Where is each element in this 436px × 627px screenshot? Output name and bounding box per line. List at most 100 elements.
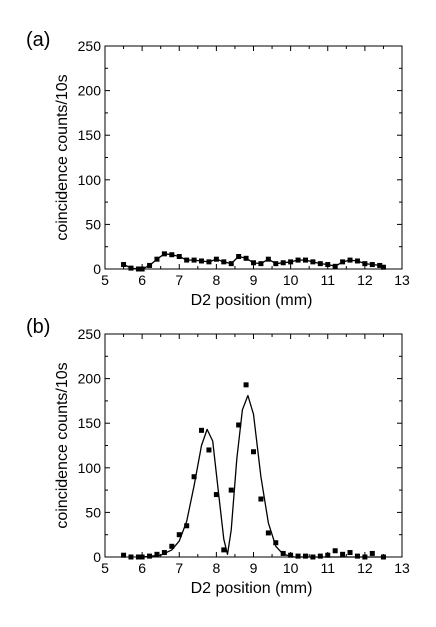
series-line	[142, 394, 384, 558]
data-point	[354, 258, 360, 264]
x-tick-label: 8	[212, 560, 220, 576]
x-tick-label: 13	[394, 560, 410, 576]
y-tick-label: 250	[78, 38, 102, 54]
x-tick-label: 13	[394, 272, 410, 288]
data-point	[265, 256, 271, 262]
x-tick-label: 11	[320, 560, 335, 576]
x-tick-label: 8	[212, 272, 220, 288]
data-point	[258, 261, 264, 267]
data-point	[325, 552, 331, 558]
data-point	[310, 259, 316, 265]
data-point	[128, 265, 134, 271]
data-point	[206, 447, 212, 453]
data-point	[380, 554, 386, 560]
chart-panel-b: 5 6 7 8 9 10 11 12 13 0 50 100 150 200 250 D2 position …	[26, 316, 410, 597]
x-tick-label: 7	[175, 560, 183, 576]
x-tick-label: 10	[283, 560, 299, 576]
data-point	[147, 262, 153, 268]
chart-panel-a: 5 6 7 8 9 10 11 12 13 0 50 100 150 200 250 D2 position …	[26, 29, 410, 309]
y-tick-label: 0	[93, 549, 101, 565]
data-point	[369, 262, 375, 268]
data-point	[325, 262, 331, 268]
data-point	[258, 496, 264, 502]
data-point	[213, 256, 219, 262]
data-point	[317, 261, 323, 267]
data-point	[228, 261, 234, 267]
data-point	[317, 553, 323, 559]
data-point	[135, 554, 141, 560]
data-point	[295, 553, 301, 559]
data-point	[206, 259, 212, 265]
data-point	[243, 382, 249, 388]
y-tick-label: 0	[93, 261, 101, 277]
data-point	[280, 260, 286, 266]
x-tick-label: 6	[138, 560, 146, 576]
data-point	[236, 422, 242, 428]
x-tick-label: 6	[138, 272, 146, 288]
y-axis-title: coincidence counts/10s	[54, 362, 71, 528]
data-point	[176, 532, 182, 538]
data-point	[377, 262, 383, 268]
data-point	[332, 548, 338, 554]
x-tick-label: 5	[101, 272, 109, 288]
y-tick-label: 150	[78, 415, 102, 431]
data-point	[184, 523, 190, 529]
data-point	[369, 550, 375, 556]
data-point	[169, 252, 175, 258]
x-tick-label: 12	[357, 560, 373, 576]
data-point	[154, 551, 160, 557]
data-point	[380, 264, 386, 270]
x-tick-label: 5	[101, 560, 109, 576]
plot-frame	[104, 45, 403, 270]
data-point	[221, 259, 227, 265]
data-point	[184, 257, 190, 263]
data-point	[154, 256, 160, 262]
data-point	[161, 251, 167, 257]
data-point	[273, 261, 279, 267]
data-point	[362, 261, 368, 267]
data-point	[176, 254, 182, 260]
x-tick-label: 12	[357, 272, 373, 288]
data-point	[139, 266, 145, 272]
data-point	[169, 543, 175, 549]
data-point	[273, 540, 279, 546]
data-point	[191, 474, 197, 480]
data-point	[121, 552, 127, 558]
data-point	[347, 550, 353, 556]
y-tick-label: 100	[78, 172, 102, 188]
data-point	[191, 257, 197, 263]
data-point	[135, 266, 141, 272]
y-tick-label: 50	[85, 216, 101, 232]
data-point	[228, 487, 234, 493]
data-point	[340, 551, 346, 557]
x-tick-label: 10	[283, 272, 299, 288]
x-tick-label: 7	[175, 272, 183, 288]
data-point	[199, 427, 205, 433]
y-tick-label: 50	[85, 504, 101, 520]
data-point	[302, 553, 308, 559]
x-axis-title: D2 position (mm)	[191, 580, 313, 597]
data-point	[295, 257, 301, 263]
data-point	[340, 259, 346, 265]
y-tick-label: 200	[78, 371, 102, 387]
data-point	[288, 259, 294, 265]
y-tick-label: 150	[78, 127, 102, 143]
plot-frame	[104, 333, 403, 558]
data-point	[251, 449, 256, 455]
data-point	[128, 554, 134, 560]
data-point	[243, 255, 249, 261]
data-point	[251, 260, 256, 266]
x-tick-label: 9	[250, 272, 258, 288]
panel-label: (b)	[26, 316, 50, 338]
panel-label: (a)	[26, 29, 50, 51]
y-tick-label: 200	[78, 83, 102, 99]
data-point	[265, 530, 271, 536]
x-axis-title: D2 position (mm)	[191, 292, 313, 309]
data-point	[161, 550, 167, 556]
data-point	[332, 263, 338, 269]
x-tick-label: 11	[320, 272, 335, 288]
data-point	[213, 492, 219, 498]
y-tick-label: 250	[78, 326, 102, 342]
y-tick-label: 100	[78, 460, 102, 476]
